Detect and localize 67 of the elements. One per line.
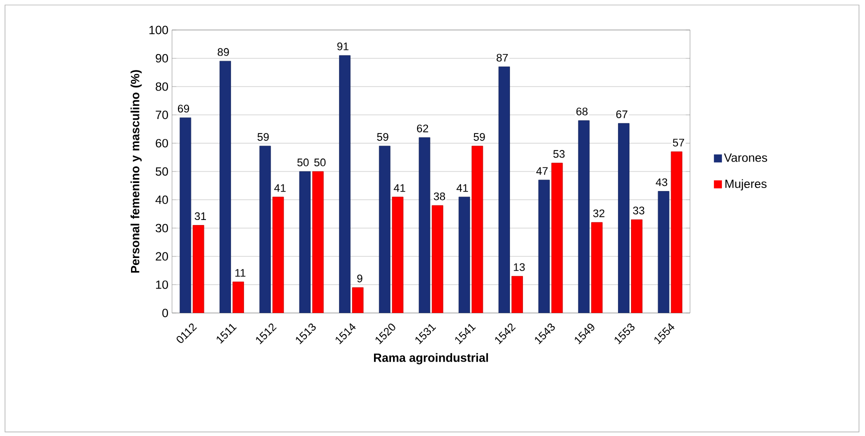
data-label: 13 bbox=[514, 263, 525, 271]
legend-label: Varones bbox=[724, 154, 768, 162]
data-label: 59 bbox=[377, 133, 388, 141]
data-label: 91 bbox=[337, 42, 348, 50]
y-tick-label: 0 bbox=[162, 308, 168, 318]
data-label: 62 bbox=[417, 124, 428, 132]
data-label: 67 bbox=[616, 110, 628, 118]
bar bbox=[458, 196, 470, 313]
y-tick-label: 20 bbox=[156, 252, 168, 261]
x-axis-title: Rama agroindustrial bbox=[374, 353, 488, 364]
bar bbox=[631, 219, 642, 313]
bar bbox=[658, 191, 670, 313]
y-tick-label: 70 bbox=[156, 110, 168, 120]
bar bbox=[472, 146, 484, 313]
data-label: 53 bbox=[553, 150, 565, 158]
y-tick-label: 30 bbox=[156, 224, 168, 232]
bar bbox=[670, 151, 682, 313]
bar bbox=[392, 196, 404, 313]
data-label: 59 bbox=[474, 133, 485, 141]
data-label: 57 bbox=[672, 138, 684, 146]
bar bbox=[259, 146, 271, 313]
data-label: 43 bbox=[656, 178, 668, 186]
bar bbox=[538, 180, 550, 313]
data-label: 9 bbox=[357, 274, 362, 282]
y-tick-label: 80 bbox=[156, 82, 168, 91]
bar bbox=[299, 171, 311, 313]
y-tick-label: 100 bbox=[149, 26, 168, 34]
data-label: 32 bbox=[593, 209, 604, 218]
bar bbox=[312, 171, 324, 313]
bar bbox=[432, 205, 444, 313]
bar bbox=[220, 60, 231, 313]
data-label: 11 bbox=[235, 269, 246, 277]
bar bbox=[498, 66, 510, 313]
data-label: 38 bbox=[434, 192, 446, 200]
bar bbox=[180, 118, 192, 313]
bar bbox=[512, 276, 523, 313]
bar bbox=[618, 123, 630, 313]
data-label: 50 bbox=[297, 158, 309, 166]
data-label: 47 bbox=[536, 167, 548, 175]
bar bbox=[418, 137, 430, 313]
data-label: 41 bbox=[394, 184, 406, 192]
data-label: 69 bbox=[178, 104, 190, 113]
data-label: 68 bbox=[576, 108, 588, 116]
data-label: 33 bbox=[633, 206, 644, 214]
bar bbox=[578, 120, 590, 313]
bar bbox=[272, 196, 284, 313]
bar bbox=[339, 55, 351, 313]
bar bbox=[352, 287, 364, 313]
bar bbox=[378, 146, 390, 313]
data-label: 41 bbox=[274, 184, 286, 192]
y-axis-title: Personal femenino y masculino (%) bbox=[130, 70, 142, 273]
bar bbox=[551, 162, 563, 313]
data-label: 89 bbox=[218, 48, 229, 56]
data-label: 59 bbox=[258, 133, 269, 141]
legend-label: Mujeres bbox=[725, 179, 767, 190]
data-label: 41 bbox=[456, 184, 468, 192]
data-label: 50 bbox=[314, 158, 326, 166]
y-tick-label: 60 bbox=[156, 138, 168, 148]
y-tick-label: 10 bbox=[156, 280, 168, 289]
data-label: 87 bbox=[496, 54, 508, 62]
bar bbox=[232, 282, 244, 313]
bar bbox=[192, 225, 204, 313]
bar bbox=[591, 222, 603, 313]
y-tick-label: 90 bbox=[156, 54, 168, 63]
data-label: 31 bbox=[194, 212, 206, 220]
y-tick-label: 40 bbox=[155, 196, 168, 204]
y-tick-label: 50 bbox=[156, 167, 168, 176]
